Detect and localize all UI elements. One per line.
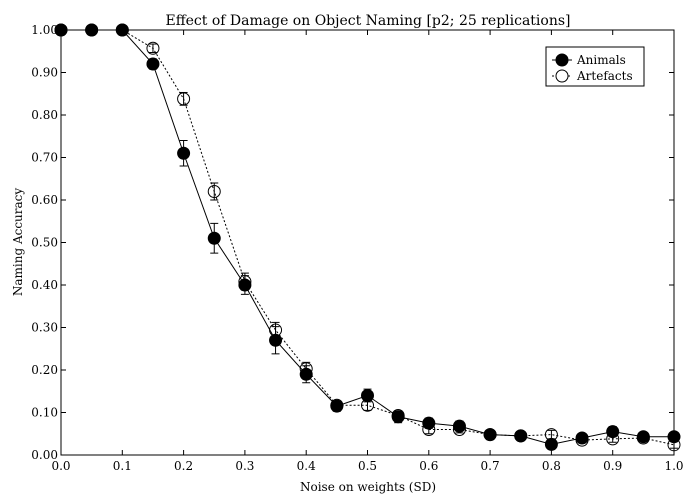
data-point-artefacts — [115, 23, 129, 37]
y-axis-label: Naming Accuracy — [11, 188, 25, 297]
data-point-artefacts — [391, 408, 405, 422]
data-point-artefacts — [207, 185, 221, 198]
axis-ticks: 0.0 0.1 0.2 0.3 0.4 0.5 0.6 0.7 0.8 0.9 1.0 0.00 0.1… — [31, 23, 683, 473]
data-point-artefacts — [575, 433, 589, 447]
y-tick-label: 0.90 — [31, 66, 58, 80]
y-tick-label: 0.40 — [31, 278, 58, 292]
y-tick-label: 1.00 — [31, 23, 58, 37]
data-point-artefacts — [452, 423, 466, 436]
x-tick-label: 0.0 — [51, 459, 70, 473]
y-tick-label: 0.20 — [31, 363, 58, 377]
data-point-animals — [146, 57, 160, 71]
legend: Animals Artefacts — [545, 46, 645, 87]
x-tick-label: 0.6 — [419, 459, 438, 473]
legend-marker — [555, 53, 569, 67]
x-tick-label: 0.8 — [542, 459, 561, 473]
data-point-animals — [177, 146, 191, 160]
x-tick-label: 0.1 — [113, 459, 132, 473]
data-point-artefacts — [514, 429, 528, 443]
data-point-artefacts — [54, 23, 68, 37]
data-point-artefacts — [85, 23, 99, 37]
data-point-artefacts — [483, 428, 497, 442]
data-point-artefacts — [636, 431, 650, 445]
data-point-animals — [207, 231, 221, 245]
x-tick-label: 1.0 — [664, 459, 683, 473]
x-tick-label: 0.4 — [297, 459, 316, 473]
series-animals — [54, 23, 681, 451]
data-point-artefacts — [299, 362, 313, 376]
legend-label-animals: Animals — [576, 53, 626, 67]
y-tick-label: 0.60 — [31, 193, 58, 207]
y-tick-label: 0.00 — [31, 448, 58, 462]
y-tick-label: 0.80 — [31, 108, 58, 122]
data-point-artefacts — [422, 423, 436, 436]
data-point-artefacts — [269, 323, 283, 337]
data-point-artefacts — [330, 398, 344, 412]
series-layer — [54, 23, 681, 452]
data-point-artefacts — [667, 438, 681, 452]
x-tick-label: 0.2 — [174, 459, 193, 473]
chart-title: Effect of Damage on Object Naming [p2; 2… — [165, 13, 570, 29]
y-tick-label: 0.10 — [31, 406, 58, 420]
data-point-artefacts — [361, 398, 374, 412]
x-axis-label: Noise on weights (SD) — [300, 480, 436, 494]
x-tick-label: 0.7 — [481, 459, 500, 473]
data-point-artefacts — [606, 432, 620, 446]
series-artefacts — [54, 23, 681, 452]
x-tick-label: 0.9 — [603, 459, 622, 473]
data-point-artefacts — [238, 275, 252, 289]
data-point-artefacts — [146, 41, 160, 55]
x-tick-label: 0.5 — [358, 459, 377, 473]
data-point-artefacts — [177, 92, 191, 106]
series-line-animals — [61, 29, 674, 445]
y-tick-label: 0.50 — [31, 236, 58, 250]
x-tick-label: 0.3 — [235, 459, 254, 473]
legend-marker — [555, 69, 569, 83]
legend-label-artefacts: Artefacts — [576, 69, 633, 83]
series-line-artefacts — [61, 29, 675, 446]
y-tick-label: 0.70 — [31, 151, 58, 165]
y-tick-label: 0.30 — [31, 321, 58, 335]
data-point-artefacts — [544, 428, 558, 442]
